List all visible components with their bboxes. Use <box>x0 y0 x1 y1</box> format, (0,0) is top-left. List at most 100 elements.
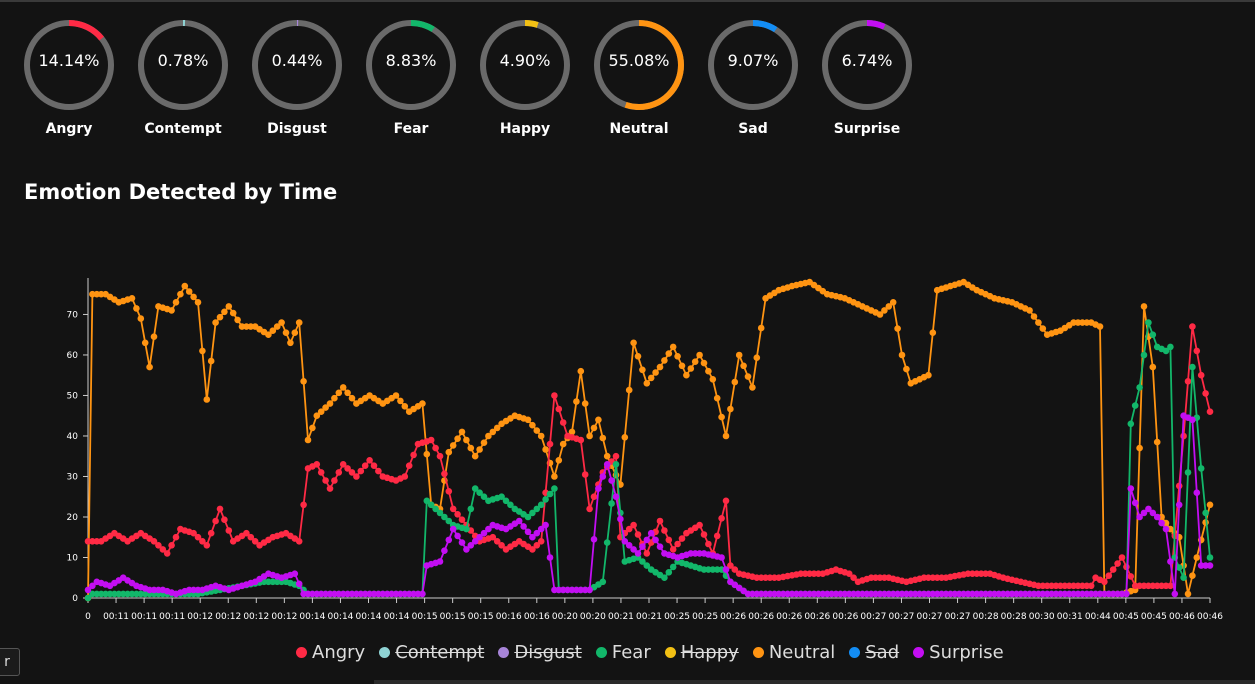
legend-item-neutral[interactable]: Neutral <box>752 642 835 663</box>
data-point-fear <box>1202 509 1209 517</box>
data-point-neutral <box>401 403 409 410</box>
gauge-neutral: 55.08% Neutral <box>592 18 686 148</box>
gauge-contempt: 0.78% Contempt <box>136 18 230 148</box>
data-point-neutral <box>643 380 651 387</box>
x-tick-label: 00:28 <box>973 612 999 622</box>
data-point-angry <box>1105 572 1113 579</box>
x-tick-label: 00:27 <box>888 612 914 622</box>
data-point-neutral <box>705 367 712 375</box>
data-point-neutral <box>722 432 730 440</box>
data-point-angry <box>674 540 681 548</box>
gauge-label: Disgust <box>267 121 327 137</box>
data-point-angry <box>1127 573 1135 580</box>
data-point-angry <box>705 540 712 548</box>
data-point-neutral <box>876 311 884 318</box>
data-point-surprise <box>480 529 488 537</box>
data-point-surprise <box>1131 499 1139 507</box>
data-point-neutral <box>185 288 193 295</box>
data-point-surprise <box>476 533 483 541</box>
data-point-fear <box>1127 420 1135 428</box>
data-point-neutral <box>727 405 734 413</box>
y-tick-label: 40 <box>67 432 79 442</box>
data-point-neutral <box>313 412 321 420</box>
legend-label: Happy <box>680 641 739 663</box>
data-point-surprise <box>1158 519 1165 527</box>
gauge-ring <box>594 20 684 110</box>
legend-item-fear[interactable]: Fear <box>595 642 651 663</box>
side-tab-button[interactable]: r <box>0 648 20 676</box>
data-point-fear <box>432 505 439 513</box>
x-tick-label: 00:14 <box>356 612 382 622</box>
data-point-surprise <box>441 547 448 554</box>
data-point-surprise <box>520 523 527 530</box>
data-point-surprise <box>445 536 453 544</box>
y-tick-label: 50 <box>67 391 79 401</box>
data-point-angry <box>150 538 158 545</box>
data-point-fear <box>1189 363 1196 371</box>
data-point-surprise <box>1171 590 1179 598</box>
gauge-value: 8.83% <box>385 51 437 70</box>
data-point-fear <box>546 490 554 498</box>
data-point-fear <box>498 493 505 501</box>
data-point-fear <box>1167 343 1174 351</box>
data-point-neutral <box>265 331 272 339</box>
data-point-angry <box>353 473 360 480</box>
x-tick-label: 00:20 <box>580 612 606 622</box>
data-point-neutral <box>190 293 197 301</box>
data-point-neutral <box>590 424 598 432</box>
data-point-surprise <box>630 546 637 553</box>
bottom-scrollbar[interactable] <box>374 680 1255 684</box>
data-point-surprise <box>656 543 664 550</box>
legend-item-angry[interactable]: Angry <box>296 642 365 663</box>
legend-label: Angry <box>312 641 366 663</box>
data-point-angry <box>247 533 255 541</box>
legend-item-surprise[interactable]: Surprise <box>913 642 1004 663</box>
data-point-angry <box>537 538 545 545</box>
data-point-angry <box>339 461 347 468</box>
data-point-fear <box>1206 554 1214 561</box>
data-point-fear <box>1145 319 1152 326</box>
data-point-surprise <box>1175 501 1183 509</box>
data-point-surprise <box>1206 562 1214 569</box>
y-tick-label: 20 <box>67 513 79 523</box>
data-point-neutral <box>898 351 906 359</box>
data-point-angry <box>251 538 259 545</box>
legend-item-contempt[interactable]: Contempt <box>379 642 484 663</box>
data-point-neutral <box>485 432 492 440</box>
data-point-fear <box>1136 384 1143 391</box>
data-point-surprise <box>542 521 549 529</box>
data-point-neutral <box>291 329 299 337</box>
gauge-arc <box>594 20 684 110</box>
data-point-fear <box>603 539 611 546</box>
data-point-neutral <box>304 436 312 444</box>
data-point-surprise <box>1153 513 1161 521</box>
x-tick-label: 00:26 <box>776 612 802 622</box>
data-point-surprise <box>722 566 730 573</box>
data-point-angry <box>669 546 677 553</box>
gauge-arc <box>252 20 342 110</box>
data-point-neutral <box>903 365 910 373</box>
data-point-neutral <box>753 354 761 362</box>
data-point-neutral <box>493 424 501 432</box>
gauge-happy: 4.90% Happy <box>478 18 572 148</box>
data-point-surprise <box>1123 590 1130 598</box>
data-point-neutral <box>344 389 351 397</box>
data-point-surprise <box>546 554 554 561</box>
data-point-angry <box>194 533 202 541</box>
data-point-surprise <box>467 542 475 549</box>
gauge-label: Fear <box>393 121 429 137</box>
data-point-surprise <box>617 515 624 523</box>
gauge-ring <box>480 20 570 110</box>
gauge-value: 9.07% <box>727 51 779 70</box>
data-point-angry <box>441 470 448 478</box>
x-tick-label: 00:14 <box>299 612 325 622</box>
data-point-surprise <box>529 533 536 541</box>
data-point-angry <box>577 436 585 444</box>
legend-item-sad[interactable]: Sad <box>849 642 899 663</box>
legend-item-disgust[interactable]: Disgust <box>498 642 582 663</box>
data-point-angry <box>458 516 466 523</box>
x-tick-label: 00:28 <box>1001 612 1027 622</box>
data-point-neutral <box>1035 319 1042 326</box>
legend-item-happy[interactable]: Happy <box>664 641 739 663</box>
data-point-angry <box>498 542 505 549</box>
